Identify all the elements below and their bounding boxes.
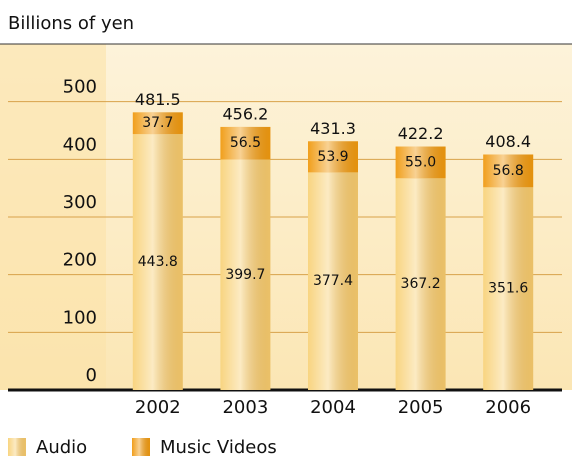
segment-label: 377.4 xyxy=(313,273,353,289)
segment-label: 56.8 xyxy=(493,163,524,179)
y-tick-label: 500 xyxy=(63,77,97,98)
legend-shine xyxy=(8,438,26,456)
x-tick-label: 2006 xyxy=(485,397,531,418)
bar-shine xyxy=(308,141,358,173)
bar-shine xyxy=(132,112,183,135)
bar-shine xyxy=(483,154,534,188)
segment-label: 443.8 xyxy=(138,254,178,270)
segment-label: 53.9 xyxy=(317,149,348,165)
x-tick-label: 2003 xyxy=(222,397,268,418)
total-label: 481.5 xyxy=(135,90,181,109)
bar-shine xyxy=(220,126,271,160)
x-tick-label: 2005 xyxy=(398,397,444,418)
y-tick-label: 0 xyxy=(86,365,97,386)
segment-label: 367.2 xyxy=(401,276,441,292)
segment-label: 399.7 xyxy=(225,267,265,283)
y-tick-label: 200 xyxy=(63,250,97,271)
segment-label: 56.5 xyxy=(230,135,261,151)
bar-shine xyxy=(132,134,183,390)
x-tick-label: 2004 xyxy=(310,397,356,418)
total-label: 456.2 xyxy=(222,104,268,123)
bar-shine xyxy=(395,146,446,179)
legend-label: Audio xyxy=(36,437,87,458)
y-tick-label: 400 xyxy=(63,134,97,155)
bar-shine xyxy=(220,159,271,390)
bar-shine xyxy=(308,172,358,390)
bar-shine xyxy=(395,178,446,390)
segment-label: 55.0 xyxy=(405,154,436,170)
legend-shine xyxy=(132,438,150,456)
chart-title: Billions of yen xyxy=(8,13,134,34)
segment-label: 37.7 xyxy=(142,115,173,131)
segment-label: 351.6 xyxy=(488,281,528,297)
y-tick-label: 300 xyxy=(63,192,97,213)
total-label: 408.4 xyxy=(485,132,531,151)
x-tick-label: 2002 xyxy=(135,397,181,418)
bar-shine xyxy=(483,187,534,390)
legend-label: Music Videos xyxy=(160,437,277,458)
y-tick-label: 100 xyxy=(63,307,97,328)
total-label: 431.3 xyxy=(310,119,356,138)
total-label: 422.2 xyxy=(398,124,444,143)
